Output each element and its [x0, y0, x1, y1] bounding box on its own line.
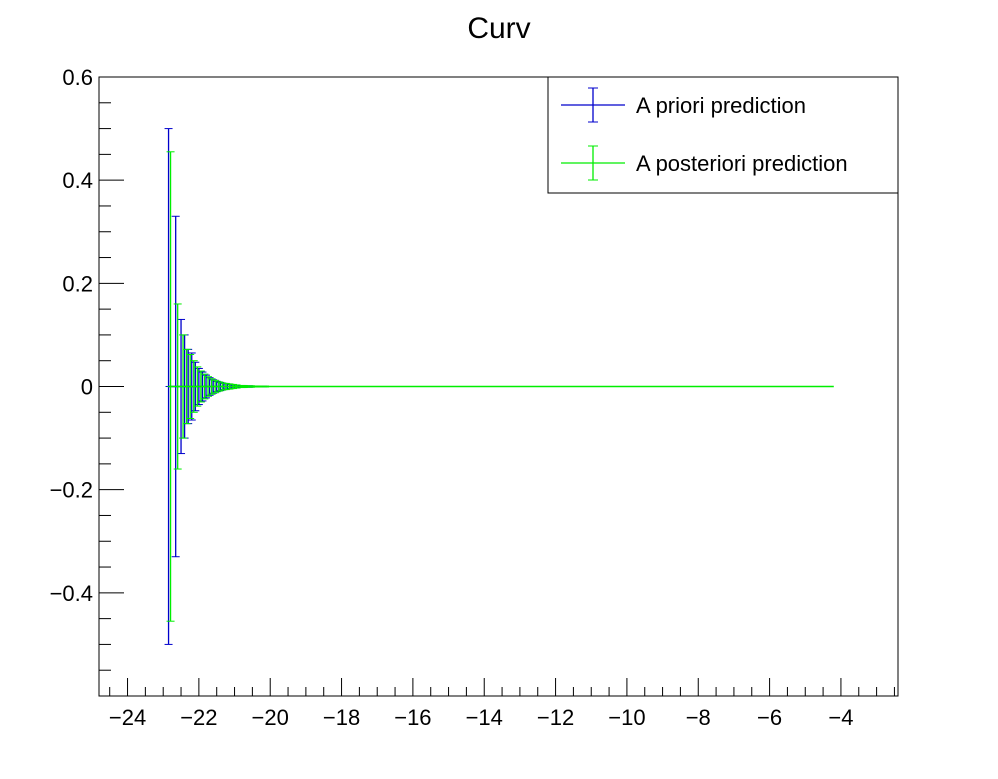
chart-title: Curv — [467, 12, 530, 45]
legend-entry: A priori prediction — [561, 87, 806, 123]
y-tick-label: 0.4 — [62, 168, 93, 193]
series-a-posteriori — [166, 151, 834, 622]
legend: A priori prediction A posteriori predicti… — [547, 76, 899, 194]
legend-box — [547, 76, 899, 194]
legend-label: A posteriori prediction — [636, 151, 848, 176]
x-tick-label: −10 — [608, 705, 645, 730]
x-tick-label: −16 — [394, 705, 431, 730]
legend-entry: A posteriori prediction — [561, 145, 848, 181]
y-tick-label: 0.2 — [62, 271, 93, 296]
x-tick-label: −24 — [109, 705, 146, 730]
y-tick-label: −0.4 — [50, 581, 93, 606]
y-tick-label: 0 — [81, 375, 93, 400]
y-tick-label: −0.2 — [50, 478, 93, 503]
x-tick-label: −20 — [252, 705, 289, 730]
y-tick-label: 0.6 — [62, 65, 93, 90]
x-tick-label: −8 — [686, 705, 711, 730]
x-tick-label: −22 — [180, 705, 217, 730]
x-tick-label: −12 — [537, 705, 574, 730]
x-tick-label: −14 — [466, 705, 503, 730]
x-tick-label: −4 — [828, 705, 853, 730]
legend-label: A priori prediction — [636, 93, 806, 118]
plot-area: −0.4 −0.2 0 0.2 0.4 0.6 −24 −22 −20 −18 −16 −14 −12 −… — [50, 65, 899, 730]
x-tick-label: −18 — [323, 705, 360, 730]
x-tick-label: −6 — [757, 705, 782, 730]
